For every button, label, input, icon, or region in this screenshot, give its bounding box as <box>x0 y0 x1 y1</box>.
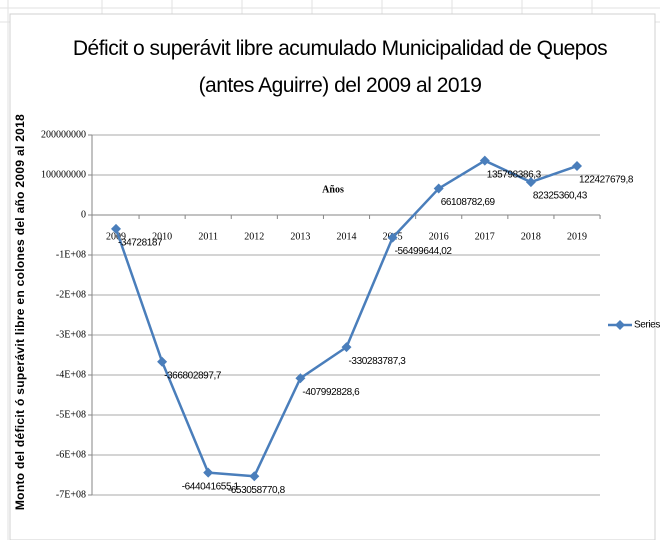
legend-label: Series1 <box>634 320 660 331</box>
y-tick-label: -1E+08 <box>56 249 86 260</box>
marker <box>341 342 352 353</box>
marker <box>572 161 582 172</box>
data-label: 82325360,43 <box>533 191 588 202</box>
x-tick-label: 2012 <box>244 231 264 242</box>
marker <box>203 467 214 478</box>
marker <box>295 373 306 384</box>
y-tick-label: -2E+08 <box>56 289 86 300</box>
marker <box>387 232 398 243</box>
data-label: -56499644,02 <box>395 246 453 257</box>
y-tick-label: 100000000 <box>41 169 86 180</box>
y-tick-label: 200000000 <box>41 129 86 140</box>
y-tick-label: -4E+08 <box>56 369 86 380</box>
data-label: -653058770,8 <box>228 485 286 496</box>
x-tick-label: 2019 <box>567 231 587 242</box>
y-tick-label: -3E+08 <box>56 329 86 340</box>
x-tick-label: 2014 <box>337 231 357 242</box>
data-label: -407992828,6 <box>302 387 360 398</box>
marker <box>157 356 168 367</box>
marker <box>249 471 260 482</box>
x-tick-label: 2016 <box>429 231 449 242</box>
legend-marker <box>615 320 625 330</box>
marker <box>111 223 121 234</box>
data-label: 66108782,69 <box>441 197 496 208</box>
y-tick-label: -7E+08 <box>56 489 86 500</box>
y-tick-label: 0 <box>81 209 86 220</box>
chart-area <box>9 13 656 540</box>
marker <box>433 183 444 194</box>
x-tick-label: 2018 <box>521 231 541 242</box>
data-label: 135798386,3 <box>487 169 542 180</box>
y-tick-label: -5E+08 <box>56 409 86 420</box>
marker <box>525 177 536 188</box>
data-label: 122427679,8 <box>579 175 634 186</box>
x-tick-label: 2011 <box>198 231 218 242</box>
data-label: -366802897,7 <box>164 370 222 381</box>
data-label: -34728187 <box>118 238 163 249</box>
marker <box>479 155 490 166</box>
chart-title: Déficit o superávit libre acumulado Muni… <box>72 37 608 97</box>
x-tick-label: 2017 <box>475 231 495 242</box>
x-axis-title: Años <box>322 184 344 195</box>
x-tick-label: 2009 <box>106 231 126 242</box>
x-tick-label: 2013 <box>290 231 310 242</box>
data-label: -330283787,3 <box>349 356 407 367</box>
y-axis-title: Monto del déficit ó superávit libre en c… <box>13 113 27 511</box>
y-tick-label: -6E+08 <box>56 449 86 460</box>
x-tick-label: 2010 <box>152 231 172 242</box>
data-label: -644041655,1 <box>182 481 240 492</box>
